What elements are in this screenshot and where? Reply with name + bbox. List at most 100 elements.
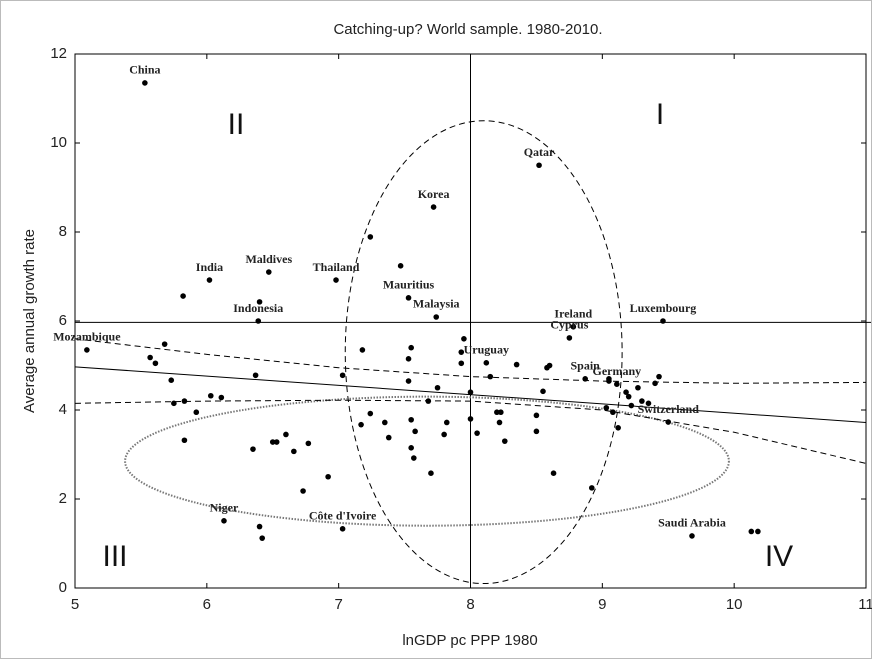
x-tick-label: 11 bbox=[858, 596, 872, 613]
point bbox=[300, 488, 306, 494]
point bbox=[408, 445, 414, 451]
point bbox=[540, 388, 546, 395]
point bbox=[207, 392, 214, 399]
point bbox=[755, 528, 761, 535]
point bbox=[252, 372, 259, 379]
point bbox=[496, 419, 503, 426]
quadrant-label: IV bbox=[765, 540, 793, 573]
point bbox=[181, 398, 188, 404]
point bbox=[582, 376, 588, 382]
point bbox=[533, 412, 540, 419]
point bbox=[588, 485, 595, 491]
point bbox=[546, 362, 553, 369]
point bbox=[405, 378, 412, 384]
point bbox=[652, 380, 658, 387]
point bbox=[255, 318, 262, 324]
x-tick-label: 9 bbox=[598, 596, 606, 613]
point bbox=[168, 377, 175, 383]
point bbox=[550, 470, 557, 476]
point bbox=[606, 376, 612, 382]
point bbox=[367, 234, 374, 240]
point bbox=[467, 389, 474, 396]
point-label: Thailand bbox=[313, 260, 360, 274]
point bbox=[250, 446, 256, 452]
point bbox=[382, 419, 388, 426]
point bbox=[181, 437, 188, 444]
x-tick-label: 8 bbox=[466, 596, 474, 613]
point bbox=[458, 349, 465, 355]
point bbox=[570, 323, 577, 330]
point bbox=[265, 269, 272, 275]
point-label: Luxembourg bbox=[630, 301, 697, 315]
point bbox=[171, 400, 177, 407]
point bbox=[333, 277, 339, 283]
point bbox=[221, 518, 227, 524]
x-tick-label: 10 bbox=[726, 596, 743, 613]
point bbox=[501, 438, 508, 444]
point bbox=[206, 277, 213, 283]
point-label: Indonesia bbox=[233, 301, 283, 315]
point-label: Germany bbox=[593, 364, 642, 378]
point bbox=[358, 421, 364, 428]
quadrant-label: I bbox=[656, 98, 664, 131]
point bbox=[434, 384, 441, 391]
point bbox=[256, 299, 263, 305]
point bbox=[610, 409, 616, 416]
point bbox=[397, 263, 404, 269]
point bbox=[494, 409, 500, 416]
point bbox=[645, 400, 652, 407]
point bbox=[425, 398, 432, 404]
point bbox=[408, 344, 414, 351]
point bbox=[498, 409, 504, 416]
point-label: Qatar bbox=[524, 145, 555, 159]
point bbox=[474, 430, 480, 436]
point bbox=[428, 470, 434, 476]
point bbox=[405, 295, 412, 301]
point-label: Malaysia bbox=[413, 297, 460, 311]
fit-line bbox=[74, 399, 867, 464]
point bbox=[359, 347, 366, 353]
confidence-ellipse bbox=[124, 395, 730, 527]
point bbox=[291, 448, 297, 455]
point bbox=[411, 455, 417, 461]
point bbox=[385, 434, 392, 441]
point-label: Switzerland bbox=[638, 402, 700, 416]
point bbox=[660, 318, 666, 324]
point-label: India bbox=[196, 260, 223, 274]
point bbox=[639, 398, 645, 404]
y-axis-label: Average annual growth rate bbox=[21, 229, 38, 413]
y-tick-label: 10 bbox=[50, 134, 67, 151]
quadrant-label: III bbox=[102, 540, 127, 573]
point bbox=[161, 341, 168, 347]
point bbox=[325, 473, 331, 480]
point bbox=[405, 356, 412, 362]
point bbox=[615, 425, 621, 431]
point-label: Niger bbox=[210, 501, 239, 515]
y-tick-label: 2 bbox=[59, 490, 67, 507]
x-tick-label: 6 bbox=[203, 596, 211, 613]
point bbox=[625, 393, 632, 400]
point-label: Uruguay bbox=[464, 343, 509, 357]
point bbox=[656, 373, 662, 380]
point bbox=[533, 428, 540, 435]
point bbox=[283, 431, 289, 438]
point bbox=[623, 389, 629, 396]
point bbox=[635, 384, 641, 391]
point bbox=[487, 373, 494, 380]
x-tick-label: 5 bbox=[71, 596, 79, 613]
point bbox=[273, 439, 280, 445]
chart-title: Catching-up? World sample. 1980-2010. bbox=[333, 21, 602, 38]
y-tick-label: 0 bbox=[59, 579, 67, 596]
point bbox=[305, 440, 312, 447]
y-tick-label: 8 bbox=[59, 223, 67, 240]
point bbox=[536, 162, 542, 169]
point bbox=[433, 314, 440, 320]
point bbox=[180, 293, 186, 299]
point-label: China bbox=[129, 63, 160, 77]
point-label: Korea bbox=[418, 187, 450, 201]
y-tick-label: 12 bbox=[50, 45, 67, 62]
point bbox=[458, 360, 465, 367]
point-label: Côte d'Ivoire bbox=[309, 509, 377, 523]
y-tick-label: 4 bbox=[59, 401, 67, 418]
